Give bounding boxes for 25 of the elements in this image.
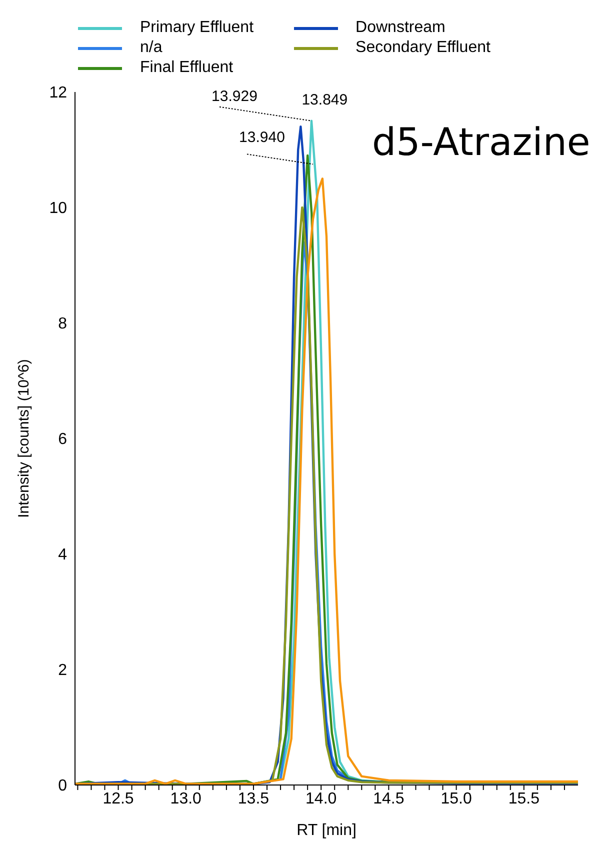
y-axis-title: Intensity [counts] (10^6) <box>15 359 32 518</box>
y-tick-label: 0 <box>58 778 68 795</box>
x-tick-label: 13.0 <box>170 790 202 808</box>
legend-label: n/a <box>140 39 162 57</box>
x-tick-label: 13.5 <box>238 790 270 808</box>
x-tick-label: 15.0 <box>440 790 472 808</box>
annotation: 13.940 <box>239 129 285 146</box>
annotation: 13.929 <box>212 88 258 105</box>
legend-label: Primary Effluent <box>140 19 254 37</box>
y-tick-label: 10 <box>49 200 68 218</box>
x-axis-title: RT [min] <box>296 822 356 839</box>
x-tick-label: 14.0 <box>306 790 337 808</box>
y-tick-label: 6 <box>58 431 68 448</box>
legend-label: Downstream <box>356 19 446 37</box>
y-tick-label: 4 <box>58 546 68 564</box>
x-tick-label: 12.5 <box>102 790 134 808</box>
x-tick-label: 14.5 <box>373 790 404 808</box>
x-tick-label: 15.5 <box>508 790 540 808</box>
legend-label: Secondary Effluent <box>356 39 490 57</box>
y-tick-label: 12 <box>49 84 68 102</box>
text: d5-Atrazine <box>372 120 590 164</box>
y-tick-label: 8 <box>58 316 68 333</box>
legend-label: Final Effluent <box>140 59 234 77</box>
annotation: 13.849 <box>302 92 348 109</box>
y-tick-label: 2 <box>58 662 68 680</box>
